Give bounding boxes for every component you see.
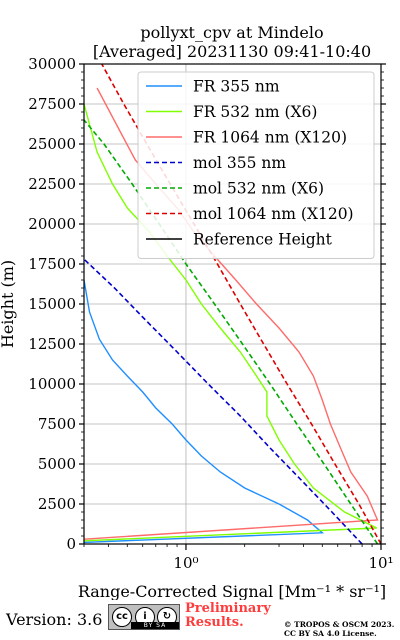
- y-tick-label: 30000: [28, 55, 76, 73]
- y-tick-label: 10000: [28, 375, 76, 393]
- lidar-profile-chart: pollyxt_cpv at Mindelo [Averaged] 202311…: [0, 23, 394, 600]
- y-tick-label: 12500: [28, 335, 76, 353]
- chart-title: pollyxt_cpv at Mindelo: [140, 23, 323, 42]
- y-tick-label: 17500: [28, 255, 76, 273]
- legend-label: mol 355 nm: [193, 154, 286, 172]
- y-tick-label: 22500: [28, 175, 76, 193]
- preliminary-note: Preliminary Results.: [185, 602, 271, 630]
- cc-icon: cc: [112, 607, 132, 627]
- chart-subtitle: [Averaged] 20231130 09:41-10:40: [93, 42, 371, 61]
- y-tick-label: 2500: [38, 495, 76, 513]
- legend: FR 355 nm FR 532 nm (X6) FR 1064 nm (X120)…: [137, 71, 375, 259]
- series-line-fr-532-nm-x6-: [84, 103, 378, 542]
- series-line-fr-355-nm: [84, 279, 325, 544]
- cc-license-badge[interactable]: cc i ↻ BY SA: [108, 604, 180, 630]
- series-layer: [84, 64, 381, 544]
- x-tick-label: 10¹: [368, 554, 393, 572]
- y-tick-label: 7500: [38, 415, 76, 433]
- y-tick-label: 15000: [28, 295, 76, 313]
- copyright-note: © TROPOS & OSCM 2023. CC BY SA 4.0 Licen…: [284, 620, 394, 638]
- y-tick-label: 5000: [38, 455, 76, 473]
- legend-label: Reference Height: [193, 231, 333, 249]
- legend-label: FR 355 nm: [193, 78, 280, 96]
- x-axis-label: Range-Corrected Signal [Mm⁻¹ * sr⁻¹]: [78, 582, 386, 600]
- series-line-mol-532-nm-x6-: [84, 119, 379, 544]
- series-line-mol-1064-nm-x120-: [100, 64, 381, 544]
- badge-strip: BY SA: [131, 622, 179, 629]
- legend-label: mol 532 nm (X6): [193, 180, 324, 198]
- y-axis-label: Height (m): [0, 260, 17, 348]
- preliminary-line-1: Preliminary: [185, 601, 271, 616]
- series-line-mol-355-nm: [84, 258, 363, 544]
- x-tick-label: 10⁰: [173, 554, 198, 572]
- legend-label: mol 1064 nm (X120): [193, 205, 354, 223]
- preliminary-line-2: Results.: [185, 615, 244, 630]
- axes: 0 2500 5000 7500 10000 12500 15000 17500 20000 22…: [28, 55, 393, 572]
- y-tick-label: 27500: [28, 95, 76, 113]
- copyright-line-1: © TROPOS & OSCM 2023.: [284, 620, 395, 629]
- copyright-line-2: CC BY SA 4.0 License.: [284, 629, 377, 638]
- version-label: Version: 3.6: [6, 610, 103, 629]
- legend-box: [137, 71, 375, 259]
- legend-label: FR 532 nm (X6): [193, 103, 317, 121]
- y-tick-label: 20000: [28, 215, 76, 233]
- legend-label: FR 1064 nm (X120): [193, 129, 347, 147]
- y-tick-label: 0: [66, 535, 76, 553]
- y-tick-label: 25000: [28, 135, 76, 153]
